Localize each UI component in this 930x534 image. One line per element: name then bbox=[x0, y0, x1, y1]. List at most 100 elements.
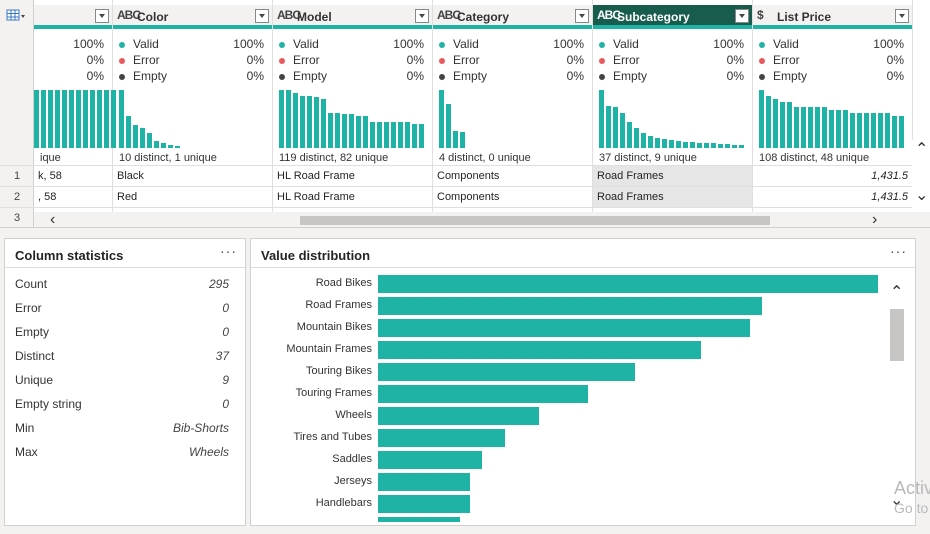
histogram-bar[interactable] bbox=[55, 90, 60, 148]
table-cell[interactable] bbox=[593, 207, 752, 227]
histogram-bar[interactable] bbox=[808, 107, 813, 148]
grid-vertical-scrollbar[interactable]: ⌃ ⌄ bbox=[912, 140, 930, 212]
histogram-bar[interactable] bbox=[76, 90, 81, 148]
distribution-bar[interactable] bbox=[378, 341, 701, 359]
histogram-bar[interactable] bbox=[599, 90, 604, 148]
histogram-bar[interactable] bbox=[412, 124, 417, 148]
histogram-bar[interactable] bbox=[766, 96, 771, 148]
histogram-bar[interactable] bbox=[286, 90, 291, 148]
histogram-bar[interactable] bbox=[419, 124, 424, 148]
histogram-bar[interactable] bbox=[321, 99, 326, 148]
column-histogram[interactable] bbox=[599, 90, 745, 148]
histogram-bar[interactable] bbox=[857, 113, 862, 148]
histogram-bar[interactable] bbox=[328, 113, 333, 148]
scroll-down-icon[interactable]: ⌄ bbox=[890, 492, 904, 509]
column-header-model[interactable]: ABC Model bbox=[273, 5, 432, 29]
histogram-bar[interactable] bbox=[161, 143, 166, 148]
chevron-down-icon[interactable] bbox=[415, 9, 429, 23]
distribution-scroll-thumb[interactable] bbox=[890, 309, 904, 361]
histogram-bar[interactable] bbox=[739, 145, 744, 148]
distribution-bar[interactable] bbox=[378, 429, 505, 447]
histogram-bar[interactable] bbox=[175, 146, 180, 148]
histogram-bar[interactable] bbox=[48, 90, 53, 148]
table-cell[interactable]: Road Frames bbox=[593, 165, 752, 186]
table-cell[interactable]: 1,431.5 bbox=[753, 186, 912, 207]
histogram-bar[interactable] bbox=[83, 90, 88, 148]
row-number[interactable]: 1 bbox=[0, 165, 34, 186]
histogram-bar[interactable] bbox=[104, 90, 109, 148]
histogram-bar[interactable] bbox=[97, 90, 102, 148]
histogram-bar[interactable] bbox=[62, 90, 67, 148]
column-histogram[interactable] bbox=[439, 90, 585, 148]
row-number[interactable]: 2 bbox=[0, 186, 34, 207]
histogram-bar[interactable] bbox=[669, 140, 674, 148]
histogram-bar[interactable] bbox=[620, 113, 625, 148]
histogram-bar[interactable] bbox=[307, 96, 312, 148]
column-header-category[interactable]: ABC Category bbox=[433, 5, 592, 29]
distribution-bar[interactable] bbox=[378, 297, 762, 315]
histogram-bar[interactable] bbox=[627, 122, 632, 148]
histogram-bar[interactable] bbox=[370, 122, 375, 148]
histogram-bar[interactable] bbox=[641, 133, 646, 148]
histogram-bar[interactable] bbox=[892, 116, 897, 148]
table-cell[interactable]: k, 58 bbox=[34, 165, 112, 186]
table-cell[interactable]: , 58 bbox=[34, 186, 112, 207]
column-header-partial[interactable] bbox=[34, 5, 112, 29]
table-menu-icon[interactable] bbox=[6, 8, 26, 24]
histogram-bar[interactable] bbox=[885, 113, 890, 148]
histogram-bar[interactable] bbox=[676, 141, 681, 148]
distribution-bar[interactable] bbox=[378, 319, 750, 337]
histogram-bar[interactable] bbox=[899, 116, 904, 148]
distribution-scrollbar[interactable]: ⌃ ⌄ bbox=[889, 285, 905, 517]
histogram-bar[interactable] bbox=[794, 107, 799, 148]
histogram-bar[interactable] bbox=[606, 106, 611, 148]
histogram-bar[interactable] bbox=[335, 113, 340, 148]
histogram-bar[interactable] bbox=[829, 110, 834, 148]
histogram-bar[interactable] bbox=[711, 143, 716, 148]
horizontal-scroll-thumb[interactable] bbox=[300, 216, 770, 225]
histogram-bar[interactable] bbox=[349, 114, 354, 148]
histogram-bar[interactable] bbox=[655, 138, 660, 148]
histogram-bar[interactable] bbox=[384, 122, 389, 148]
column-histogram[interactable] bbox=[279, 90, 425, 148]
histogram-bar[interactable] bbox=[801, 107, 806, 148]
chevron-down-icon[interactable] bbox=[735, 9, 749, 23]
histogram-bar[interactable] bbox=[759, 90, 764, 148]
histogram-bar[interactable] bbox=[111, 90, 116, 148]
column-histogram[interactable] bbox=[759, 90, 905, 148]
histogram-bar[interactable] bbox=[446, 104, 451, 148]
table-cell[interactable]: Red bbox=[113, 186, 272, 207]
table-cell[interactable] bbox=[753, 207, 912, 227]
table-cell[interactable]: HL Road Frame bbox=[273, 186, 432, 207]
histogram-bar[interactable] bbox=[460, 132, 465, 148]
histogram-bar[interactable] bbox=[377, 122, 382, 148]
histogram-bar[interactable] bbox=[90, 90, 95, 148]
histogram-bar[interactable] bbox=[878, 113, 883, 148]
histogram-bar[interactable] bbox=[815, 107, 820, 148]
chevron-down-icon[interactable] bbox=[255, 9, 269, 23]
histogram-bar[interactable] bbox=[843, 110, 848, 148]
histogram-bar[interactable] bbox=[147, 133, 152, 148]
histogram-bar[interactable] bbox=[662, 139, 667, 148]
histogram-bar[interactable] bbox=[732, 145, 737, 148]
column-header-color[interactable]: ABC Color bbox=[113, 5, 272, 29]
row-number[interactable]: 3 bbox=[0, 207, 34, 227]
histogram-bar[interactable] bbox=[683, 142, 688, 148]
scroll-up-icon[interactable]: ⌃ bbox=[915, 141, 929, 158]
histogram-bar[interactable] bbox=[168, 145, 173, 148]
chevron-down-icon[interactable] bbox=[95, 9, 109, 23]
histogram-bar[interactable] bbox=[850, 113, 855, 148]
histogram-bar[interactable] bbox=[119, 90, 124, 148]
distribution-bar[interactable] bbox=[378, 451, 482, 469]
distribution-bar[interactable] bbox=[378, 517, 460, 522]
distribution-bar[interactable] bbox=[378, 275, 878, 293]
column-histogram[interactable] bbox=[119, 90, 265, 148]
scroll-down-icon[interactable]: ⌄ bbox=[915, 187, 929, 204]
histogram-bar[interactable] bbox=[773, 99, 778, 148]
histogram-bar[interactable] bbox=[34, 90, 39, 148]
table-cell[interactable] bbox=[34, 207, 112, 227]
histogram-bar[interactable] bbox=[363, 116, 368, 148]
scroll-right-icon[interactable]: › bbox=[872, 211, 878, 228]
histogram-bar[interactable] bbox=[41, 90, 46, 148]
histogram-bar[interactable] bbox=[613, 107, 618, 148]
